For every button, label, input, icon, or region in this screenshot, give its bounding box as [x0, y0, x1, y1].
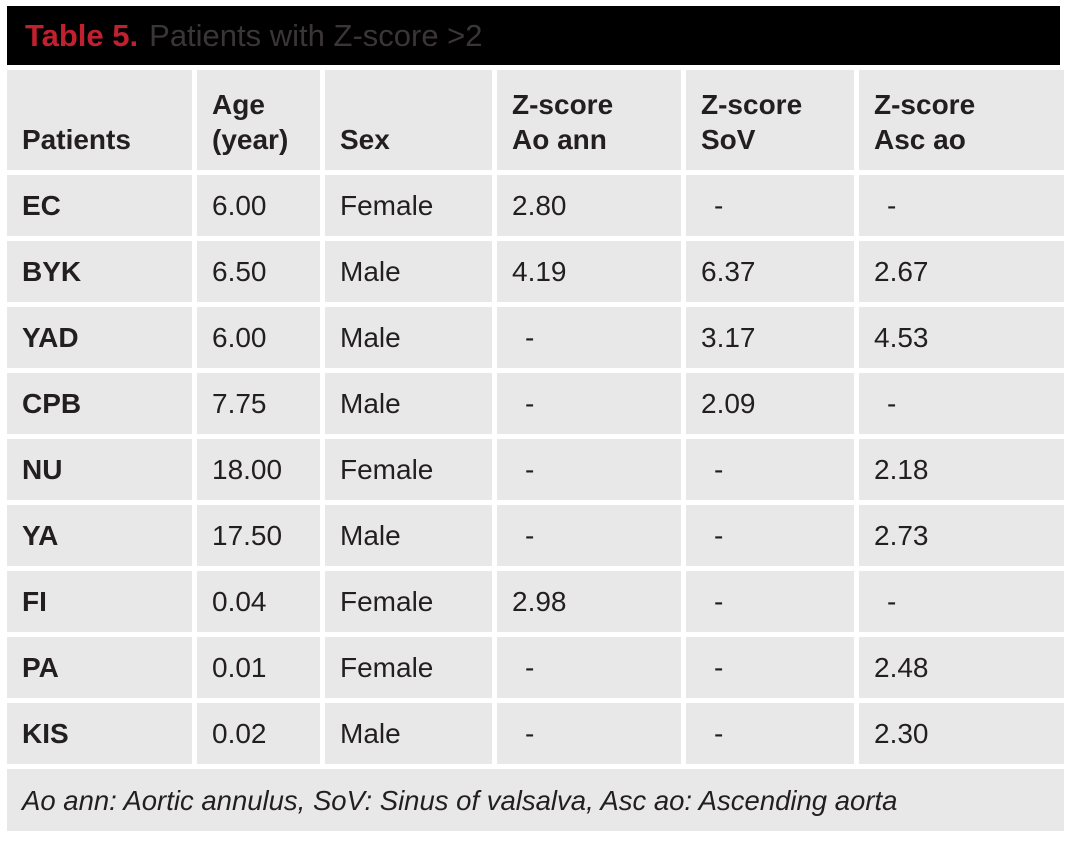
value-cell: Female [325, 571, 492, 632]
value-cell: - [497, 703, 681, 764]
patient-id-cell: FI [7, 571, 192, 632]
patients-table: Patients Age (year) Sex Z-score Ao ann Z-sco… [7, 70, 1064, 831]
value-cell: 0.01 [197, 637, 320, 698]
value-cell: Male [325, 505, 492, 566]
value-cell: - [686, 439, 854, 500]
value-cell: 2.09 [686, 373, 854, 434]
table-number: Table 5. [25, 17, 139, 53]
value-cell: Female [325, 175, 492, 236]
value-cell: Male [325, 241, 492, 302]
value-cell: Male [325, 307, 492, 368]
value-cell: - [497, 637, 681, 698]
value-cell: 6.00 [197, 307, 320, 368]
value-cell: - [497, 307, 681, 368]
value-cell: 2.18 [859, 439, 1064, 500]
table-title-bar: Table 5. Patients with Z-score >2 [7, 6, 1060, 65]
value-cell: 4.53 [859, 307, 1064, 368]
value-cell: - [497, 373, 681, 434]
column-header-z-score: Z-score Ao ann [497, 70, 681, 170]
value-cell: - [686, 505, 854, 566]
value-cell: 2.73 [859, 505, 1064, 566]
value-cell: 7.75 [197, 373, 320, 434]
patient-id-cell: CPB [7, 373, 192, 434]
value-cell: 0.04 [197, 571, 320, 632]
value-cell: - [859, 571, 1064, 632]
patient-id-cell: NU [7, 439, 192, 500]
value-cell: Male [325, 373, 492, 434]
column-header-patients: Patients [7, 70, 192, 170]
value-cell: - [686, 175, 854, 236]
patient-id-cell: EC [7, 175, 192, 236]
value-cell: - [686, 571, 854, 632]
column-header-age: Age (year) [197, 70, 320, 170]
patient-id-cell: YAD [7, 307, 192, 368]
patient-id-cell: PA [7, 637, 192, 698]
value-cell: Female [325, 439, 492, 500]
value-cell: 18.00 [197, 439, 320, 500]
value-cell: - [686, 703, 854, 764]
value-cell: 0.02 [197, 703, 320, 764]
column-header-sex: Sex [325, 70, 492, 170]
patient-id-cell: KIS [7, 703, 192, 764]
value-cell: 2.30 [859, 703, 1064, 764]
value-cell: 6.00 [197, 175, 320, 236]
table-footnote: Ao ann: Aortic annulus, SoV: Sinus of va… [7, 769, 1064, 831]
value-cell: - [859, 175, 1064, 236]
column-header-z-score: Z-score SoV [686, 70, 854, 170]
value-cell: - [497, 505, 681, 566]
value-cell: - [497, 439, 681, 500]
value-cell: 2.67 [859, 241, 1064, 302]
value-cell: - [859, 373, 1064, 434]
value-cell: 4.19 [497, 241, 681, 302]
value-cell: 2.80 [497, 175, 681, 236]
value-cell: 3.17 [686, 307, 854, 368]
value-cell: 2.48 [859, 637, 1064, 698]
patient-id-cell: BYK [7, 241, 192, 302]
value-cell: 6.37 [686, 241, 854, 302]
patient-id-cell: YA [7, 505, 192, 566]
value-cell: 2.98 [497, 571, 681, 632]
value-cell: Female [325, 637, 492, 698]
table-caption: Patients with Z-score >2 [149, 17, 483, 53]
value-cell: 6.50 [197, 241, 320, 302]
value-cell: - [686, 637, 854, 698]
column-header-z-score: Z-score Asc ao [859, 70, 1064, 170]
value-cell: Male [325, 703, 492, 764]
value-cell: 17.50 [197, 505, 320, 566]
